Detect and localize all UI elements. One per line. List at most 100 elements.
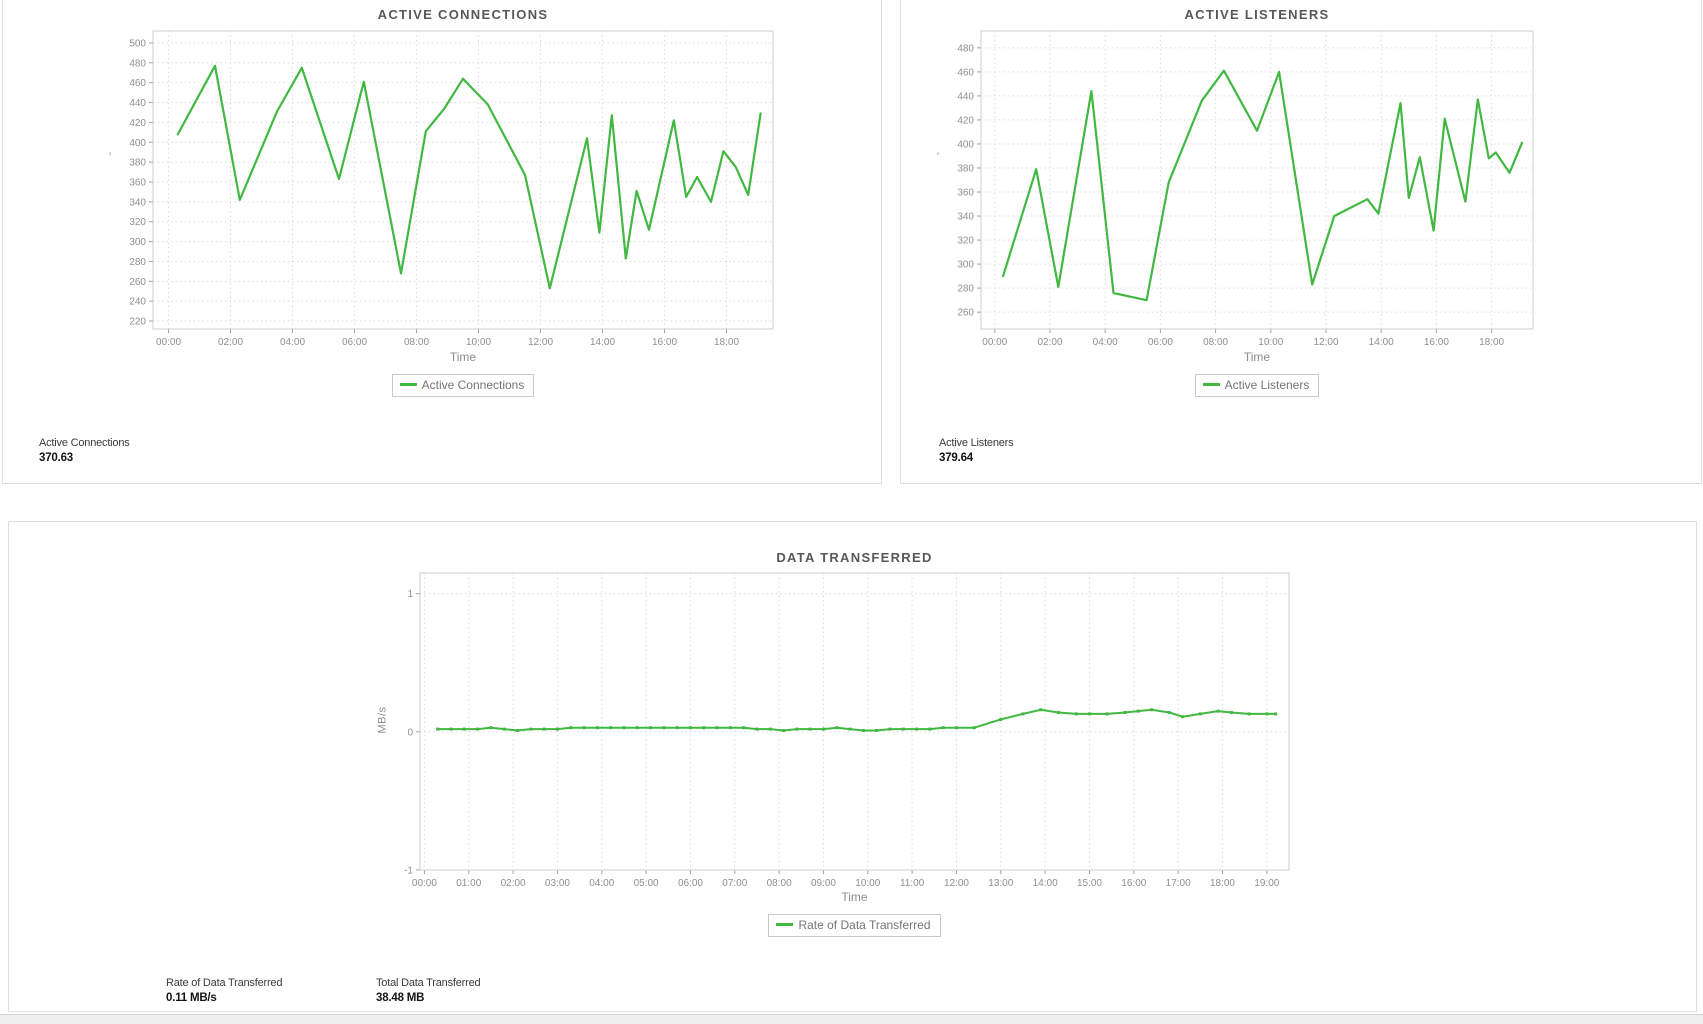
stat-rate-of-data-transferred: Rate of Data Transferred 0.11 MB/s xyxy=(166,977,282,1004)
svg-text:16:00: 16:00 xyxy=(652,337,677,348)
svg-text:03:00: 03:00 xyxy=(545,878,570,889)
svg-text:06:00: 06:00 xyxy=(1148,337,1173,348)
svg-text:04:00: 04:00 xyxy=(280,337,305,348)
y-axis-label-active-connections: ' xyxy=(109,151,112,163)
svg-text:02:00: 02:00 xyxy=(1037,337,1062,348)
stat-value: 0.11 MB/s xyxy=(166,992,217,1004)
y-axis-label-active-listeners: ' xyxy=(937,151,940,163)
svg-text:06:00: 06:00 xyxy=(342,337,367,348)
stat-label: Rate of Data Transferred xyxy=(166,977,283,989)
svg-text:420: 420 xyxy=(129,118,146,129)
svg-text:360: 360 xyxy=(957,188,974,199)
svg-text:480: 480 xyxy=(957,43,974,54)
chart-title-active-connections: ACTIVE CONNECTIONS xyxy=(377,7,549,22)
svg-text:12:00: 12:00 xyxy=(944,878,969,889)
stat-value: 38.48 MB xyxy=(376,992,425,1004)
svg-text:08:00: 08:00 xyxy=(1203,337,1228,348)
legend-line-swatch xyxy=(399,383,417,386)
x-axis-title-active-listeners: Time xyxy=(1243,350,1271,364)
svg-text:300: 300 xyxy=(129,237,146,248)
svg-text:07:00: 07:00 xyxy=(722,878,747,889)
svg-text:500: 500 xyxy=(129,38,146,49)
svg-text:460: 460 xyxy=(957,67,974,78)
svg-text:14:00: 14:00 xyxy=(590,337,615,348)
svg-text:02:00: 02:00 xyxy=(501,878,526,889)
svg-text:00:00: 00:00 xyxy=(156,337,181,348)
stat-label: Active Listeners xyxy=(939,437,1014,449)
stat-active-listeners: Active Listeners 379.64 xyxy=(939,437,1014,464)
svg-text:420: 420 xyxy=(957,115,974,126)
legend-line-swatch xyxy=(776,923,794,926)
svg-text:260: 260 xyxy=(957,308,974,319)
svg-text:10:00: 10:00 xyxy=(466,337,491,348)
svg-text:04:00: 04:00 xyxy=(1093,337,1118,348)
legend-active-listeners: Active Listeners xyxy=(981,373,1533,397)
svg-text:0: 0 xyxy=(407,727,413,738)
svg-text:05:00: 05:00 xyxy=(634,878,659,889)
y-axis-label-data-transferred: MB/s xyxy=(376,706,389,734)
svg-text:12:00: 12:00 xyxy=(1313,337,1338,348)
legend-label: Active Connections xyxy=(421,377,525,392)
svg-text:13:00: 13:00 xyxy=(988,878,1013,889)
svg-text:460: 460 xyxy=(129,78,146,89)
svg-text:300: 300 xyxy=(957,260,974,271)
svg-text:16:00: 16:00 xyxy=(1424,337,1449,348)
legend-active-connections: Active Connections xyxy=(153,373,773,397)
svg-text:19:00: 19:00 xyxy=(1254,878,1279,889)
legend-box: Rate of Data Transferred xyxy=(768,913,941,937)
x-axis-title-data-transferred: Time xyxy=(841,890,868,904)
svg-text:17:00: 17:00 xyxy=(1166,878,1191,889)
svg-text:340: 340 xyxy=(129,197,146,208)
svg-text:280: 280 xyxy=(957,284,974,295)
window-footer-strip xyxy=(0,1014,1703,1024)
legend-data-transferred: Rate of Data Transferred xyxy=(420,913,1289,937)
svg-text:14:00: 14:00 xyxy=(1033,878,1058,889)
svg-text:10:00: 10:00 xyxy=(1258,337,1283,348)
active-listeners-chart-plot[interactable]: 260 280 300 320 340 360 380 400 420 440 460 480 00:0… xyxy=(901,0,1703,359)
svg-text:18:00: 18:00 xyxy=(1210,878,1235,889)
chart-title-active-listeners: ACTIVE LISTENERS xyxy=(1184,7,1330,22)
svg-text:00:00: 00:00 xyxy=(982,337,1007,348)
svg-text:01:00: 01:00 xyxy=(456,878,481,889)
svg-text:08:00: 08:00 xyxy=(404,337,429,348)
svg-text:400: 400 xyxy=(129,138,146,149)
svg-text:04:00: 04:00 xyxy=(589,878,614,889)
svg-text:14:00: 14:00 xyxy=(1369,337,1394,348)
svg-text:440: 440 xyxy=(129,98,146,109)
chart-title-data-transferred: DATA TRANSFERRED xyxy=(776,550,933,565)
data-transferred-chart-plot[interactable]: -1 0 1 00:00 01:00 02:00 03:00 04:00 05:00 06:00 0… xyxy=(9,522,1698,907)
stat-active-connections: Active Connections 370.63 xyxy=(39,437,130,464)
svg-text:00:00: 00:00 xyxy=(412,878,437,889)
stat-label: Active Connections xyxy=(39,437,130,449)
stat-value: 370.63 xyxy=(39,452,73,464)
legend-box: Active Listeners xyxy=(1194,373,1320,397)
stat-label: Total Data Transferred xyxy=(376,977,481,989)
svg-text:360: 360 xyxy=(129,177,146,188)
x-axis-title-active-connections: Time xyxy=(449,350,477,364)
svg-text:12:00: 12:00 xyxy=(528,337,553,348)
svg-text:08:00: 08:00 xyxy=(767,878,792,889)
svg-text:400: 400 xyxy=(957,139,974,150)
svg-text:-1: -1 xyxy=(404,866,413,877)
panel-active-connections: ACTIVE CONNECTIONS 220 240 260 280 300 320 340… xyxy=(2,0,882,484)
panel-data-transferred: DATA TRANSFERRED -1 0 1 00:00 01:00 02:00 03:0… xyxy=(8,521,1697,1012)
stat-total-data-transferred: Total Data Transferred 38.48 MB xyxy=(376,977,481,1004)
svg-text:440: 440 xyxy=(957,91,974,102)
svg-text:11:00: 11:00 xyxy=(900,878,925,889)
svg-text:18:00: 18:00 xyxy=(1479,337,1504,348)
legend-box: Active Connections xyxy=(391,373,535,397)
svg-text:1: 1 xyxy=(407,589,413,600)
svg-text:340: 340 xyxy=(957,212,974,223)
svg-text:09:00: 09:00 xyxy=(811,878,836,889)
svg-text:240: 240 xyxy=(129,297,146,308)
panel-active-listeners: ACTIVE LISTENERS 260 280 300 320 340 360 380 40… xyxy=(900,0,1702,484)
stat-value: 379.64 xyxy=(939,452,973,464)
svg-text:18:00: 18:00 xyxy=(714,337,739,348)
svg-text:06:00: 06:00 xyxy=(678,878,703,889)
active-connections-chart-plot[interactable]: 220 240 260 280 300 320 340 360 380 400 420 440 460 4… xyxy=(3,0,883,359)
svg-text:02:00: 02:00 xyxy=(218,337,243,348)
svg-text:260: 260 xyxy=(129,277,146,288)
legend-label: Active Listeners xyxy=(1224,377,1310,392)
svg-text:16:00: 16:00 xyxy=(1121,878,1146,889)
legend-line-swatch xyxy=(1202,383,1220,386)
